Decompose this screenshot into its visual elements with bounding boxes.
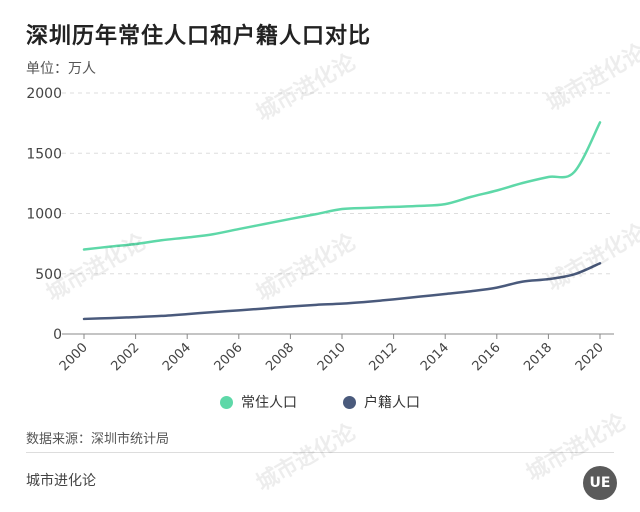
data-source: 数据来源：深圳市统计局	[26, 432, 170, 447]
series-line-resident	[82, 121, 602, 251]
footer-divider	[26, 452, 614, 453]
line-chart: 0 500 1000 1500 2000 2000 2002 2004 2006 2008 2010…	[26, 86, 614, 374]
x-tick-label: 2020	[573, 340, 607, 374]
legend-label-resident: 常住人口	[241, 395, 297, 411]
brand-name: 城市进化论	[26, 473, 96, 489]
x-tick-label: 2014	[418, 340, 452, 374]
y-tick-label: 1500	[26, 146, 62, 162]
legend-item-resident[interactable]: 常住人口	[220, 392, 297, 412]
x-tick-label: 2008	[263, 340, 297, 374]
x-tick-label: 2016	[470, 340, 504, 374]
x-tick-label: 2002	[108, 340, 142, 374]
x-tick-label: 2006	[212, 340, 246, 374]
legend: 常住人口 户籍人口	[0, 392, 640, 412]
y-tick-label: 2000	[26, 86, 62, 102]
x-tick-label: 2010	[315, 340, 349, 374]
y-tick-label: 500	[35, 267, 62, 283]
x-tick-label: 2018	[521, 340, 555, 374]
legend-marker-resident	[220, 395, 233, 409]
y-tick-label: 0	[53, 327, 62, 343]
unit-label: 单位：万人	[26, 61, 96, 77]
legend-label-registered: 户籍人口	[364, 395, 420, 411]
x-tick-label: 2012	[366, 340, 400, 374]
brand-logo: UE	[583, 466, 617, 500]
x-tick-label: 2004	[160, 340, 194, 374]
legend-marker-registered	[343, 395, 356, 409]
legend-item-registered[interactable]: 户籍人口	[343, 392, 420, 412]
x-tick-label: 2000	[57, 340, 91, 374]
chart-title: 深圳历年常住人口和户籍人口对比	[26, 24, 372, 49]
series-line-registered	[82, 262, 602, 321]
y-tick-label: 1000	[26, 207, 62, 223]
watermark: 城市进化论	[252, 419, 361, 497]
